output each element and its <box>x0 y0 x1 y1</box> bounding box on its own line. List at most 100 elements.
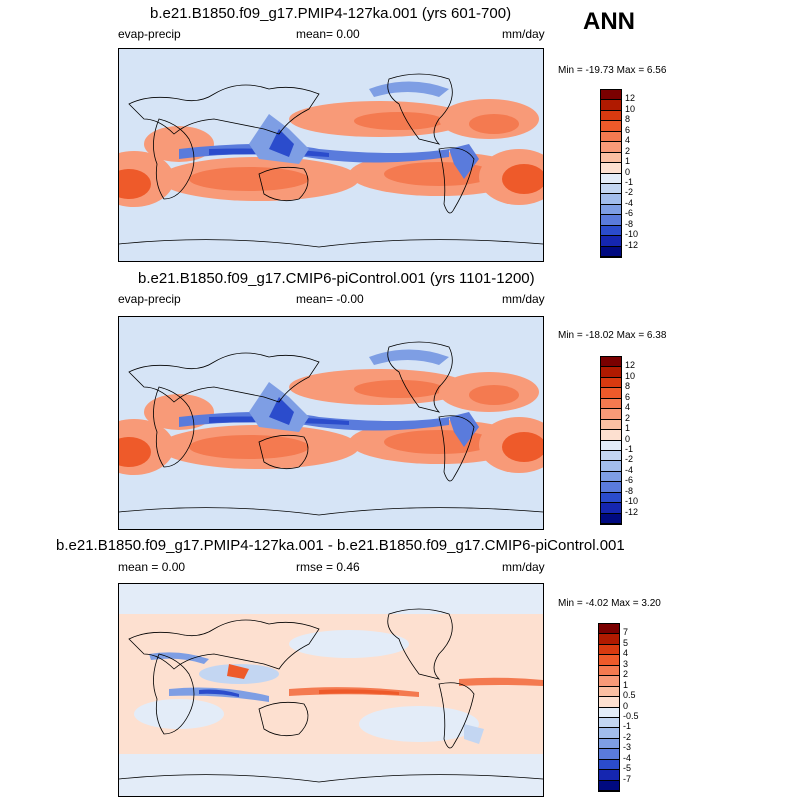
colorbar-tick-label: -8 <box>625 218 634 229</box>
colorbar-swatch <box>599 728 619 739</box>
colorbar-tick-label: 6 <box>625 391 631 402</box>
colorbar-tick-label: -4 <box>625 197 634 208</box>
colorbar-swatch <box>601 450 621 462</box>
panel-1-colorbar <box>600 89 622 258</box>
panel-2-title: b.e21.B1850.f09_g17.CMIP6-piControl.001 … <box>138 270 535 287</box>
panel-2-units-label: mm/day <box>502 292 545 306</box>
colorbar-tick-label: 0 <box>625 166 631 177</box>
panel-3-minmax-label: Min = -4.02 Max = 3.20 <box>558 598 661 609</box>
colorbar-tick-label: -2 <box>623 731 632 742</box>
colorbar-swatch <box>601 503 621 514</box>
colorbar-tick-label: -1 <box>625 176 634 187</box>
colorbar-swatch <box>599 624 619 635</box>
colorbar-tick-label: -12 <box>625 239 639 250</box>
colorbar-swatch <box>601 204 621 216</box>
colorbar-tick-label: -2 <box>625 454 634 465</box>
panel-3-mean-label: mean = 0.00 <box>118 560 186 574</box>
colorbar-tick-label: 2 <box>625 145 631 156</box>
panel-2-map <box>118 316 544 530</box>
colorbar-swatch <box>599 759 619 771</box>
colorbar-tick-label: -10 <box>625 496 639 507</box>
colorbar-tick-label: -3 <box>623 742 632 753</box>
colorbar-tick-label: -10 <box>625 229 639 240</box>
colorbar-swatch <box>601 377 621 389</box>
colorbar-tick-label: -0.5 <box>623 710 639 721</box>
colorbar-swatch <box>599 717 619 729</box>
colorbar-tick-label: 10 <box>625 370 636 381</box>
colorbar-tick-label: 5 <box>623 637 629 648</box>
panel-1-units-label: mm/day <box>502 27 545 41</box>
colorbar-tick-label: -12 <box>625 506 639 517</box>
panel-2-variable-label: evap-precip <box>118 292 181 306</box>
colorbar-tick-label: -1 <box>625 443 634 454</box>
colorbar-swatch <box>601 173 621 184</box>
colorbar-swatch <box>599 697 619 708</box>
colorbar-tick-label: 3 <box>623 658 629 669</box>
colorbar-swatch <box>601 163 621 174</box>
colorbar-swatch <box>599 780 619 791</box>
colorbar-tick-label: 12 <box>625 360 636 371</box>
colorbar-tick-label: -4 <box>625 464 634 475</box>
colorbar-swatch <box>599 707 619 718</box>
colorbar-tick-label: 10 <box>625 103 636 114</box>
colorbar-tick-label: 12 <box>625 93 636 104</box>
season-label: ANN <box>583 8 635 35</box>
colorbar-swatch <box>599 655 619 666</box>
colorbar-swatch <box>601 215 621 226</box>
panel-1-variable-label: evap-precip <box>118 27 181 41</box>
colorbar-tick-label: 1 <box>625 423 631 434</box>
colorbar-swatch <box>601 388 621 399</box>
colorbar-swatch <box>599 644 619 656</box>
colorbar-tick-label: -2 <box>625 187 634 198</box>
colorbar-swatch <box>601 367 621 378</box>
panel-3-map <box>118 583 544 797</box>
panel-2-minmax-label: Min = -18.02 Max = 6.38 <box>558 330 667 341</box>
colorbar-tick-label: -8 <box>625 485 634 496</box>
panel-1-mean-label: mean= 0.00 <box>296 27 360 41</box>
colorbar-swatch <box>601 409 621 420</box>
colorbar-tick-label: 7 <box>623 627 629 638</box>
colorbar-swatch <box>601 183 621 195</box>
colorbar-tick-label: 6 <box>625 124 631 135</box>
colorbar-tick-label: 1 <box>625 156 631 167</box>
colorbar-swatch <box>601 246 621 257</box>
colorbar-swatch <box>601 142 621 153</box>
colorbar-swatch <box>601 398 621 410</box>
colorbar-tick-label: 0 <box>625 433 631 444</box>
colorbar-swatch <box>601 194 621 205</box>
colorbar-swatch <box>599 676 619 687</box>
panel-1-map <box>118 48 544 262</box>
colorbar-swatch <box>601 121 621 132</box>
colorbar-tick-label: 4 <box>623 648 629 659</box>
colorbar-swatch <box>601 482 621 493</box>
colorbar-tick-label: 2 <box>623 669 629 680</box>
colorbar-swatch <box>601 100 621 111</box>
colorbar-tick-label: -4 <box>623 752 632 763</box>
colorbar-swatch <box>601 492 621 504</box>
colorbar-tick-label: 8 <box>625 114 631 125</box>
panel-1-title: b.e21.B1850.f09_g17.PMIP4-127ka.001 (yrs… <box>150 5 512 22</box>
colorbar-swatch <box>601 461 621 472</box>
colorbar-swatch <box>599 686 619 698</box>
colorbar-swatch <box>601 131 621 143</box>
colorbar-tick-label: 4 <box>625 402 631 413</box>
colorbar-swatch <box>599 738 619 750</box>
colorbar-tick-label: -6 <box>625 208 634 219</box>
colorbar-tick-label: 0 <box>623 700 629 711</box>
colorbar-tick-label: 1 <box>623 679 629 690</box>
colorbar-swatch <box>599 634 619 645</box>
colorbar-swatch <box>599 770 619 781</box>
colorbar-swatch <box>601 419 621 431</box>
panel-3-title: b.e21.B1850.f09_g17.PMIP4-127ka.001 - b.… <box>56 537 625 554</box>
colorbar-swatch <box>601 225 621 237</box>
colorbar-swatch <box>599 749 619 760</box>
panel-3-rmse-label: rmse = 0.46 <box>296 560 360 574</box>
panel-2-mean-label: mean= -0.00 <box>296 292 364 306</box>
colorbar-swatch <box>601 90 621 101</box>
colorbar-swatch <box>601 471 621 483</box>
colorbar-swatch <box>601 236 621 247</box>
colorbar-swatch <box>601 110 621 122</box>
colorbar-tick-label: 4 <box>625 135 631 146</box>
colorbar-tick-label: 0.5 <box>623 690 636 701</box>
colorbar-tick-label: 2 <box>625 412 631 423</box>
